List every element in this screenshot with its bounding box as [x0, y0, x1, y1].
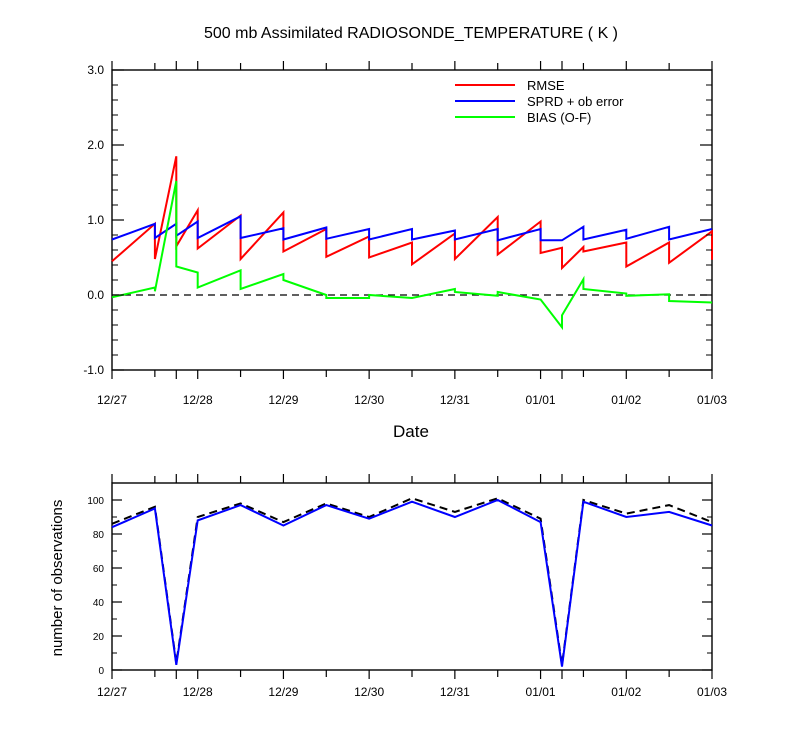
x-tick-label: 12/28 [183, 685, 213, 699]
x-tick-label: 12/30 [354, 393, 384, 407]
x-axis-label: Date [393, 422, 429, 441]
temperature-panel: -1.0 0.0 1.0 2.0 3.0 12/27 12/28 12/29 12/30 12/3… [83, 61, 727, 407]
x-tick-label: 01/03 [697, 393, 727, 407]
series-line-bias-o-f [111, 180, 713, 331]
y-tick-label: -1.0 [83, 363, 104, 377]
series-line-sprd-ob-error [111, 214, 713, 242]
observations-panel: 0 20 40 60 80 100 12/27 12/28 12/29 12/30 12/31 01/… [87, 474, 727, 699]
series-line-assimilated-observations [111, 498, 713, 667]
legend-label: RMSE [527, 78, 565, 93]
x-tick-label: 12/31 [440, 393, 470, 407]
y-tick-label: 20 [93, 632, 105, 643]
y-tick-label: 40 [93, 598, 105, 609]
y-tick-label: 60 [93, 564, 105, 575]
x-tick-label: 12/28 [183, 393, 213, 407]
legend-label: BIAS (O-F) [527, 110, 591, 125]
y-tick-label: 80 [93, 530, 105, 541]
series-line-rmse [111, 156, 713, 271]
y-tick-label: 0 [98, 666, 104, 677]
chart-title: 500 mb Assimilated RADIOSONDE_TEMPERATUR… [204, 25, 618, 42]
x-tick-label: 01/02 [611, 393, 641, 407]
legend-label: SPRD + ob error [527, 94, 624, 109]
y-tick-label: 0.0 [87, 288, 104, 302]
temperature-plot-frame [111, 69, 713, 371]
y-tick-label: 3.0 [87, 63, 104, 77]
x-tick-label: 12/31 [440, 685, 470, 699]
series-line-possible-observations [111, 497, 713, 666]
x-tick-label: 12/27 [97, 685, 127, 699]
x-tick-label: 12/27 [97, 393, 127, 407]
y-tick-label: 2.0 [87, 138, 104, 152]
y-tick-label: 1.0 [87, 213, 104, 227]
x-tick-label: 12/29 [268, 393, 298, 407]
x-tick-label: 01/03 [697, 685, 727, 699]
x-tick-label: 01/01 [526, 393, 556, 407]
x-tick-label: 01/01 [526, 685, 556, 699]
y-tick-label: 100 [87, 496, 104, 507]
y-axis-label: number of observations [49, 500, 66, 657]
x-tick-label: 12/30 [354, 685, 384, 699]
x-tick-label: 01/02 [611, 685, 641, 699]
x-tick-label: 12/29 [268, 685, 298, 699]
observations-plot-frame [111, 482, 713, 671]
